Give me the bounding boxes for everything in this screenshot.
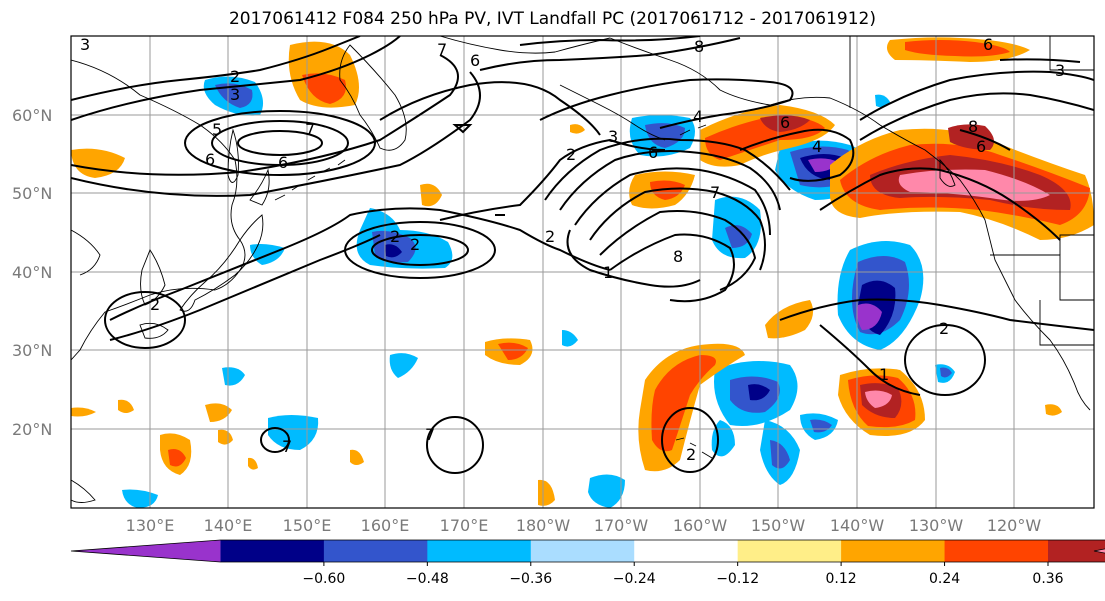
colorbar-segment [944, 540, 1049, 562]
contour-label: 2 [686, 445, 696, 464]
lon-label: 120°W [987, 516, 1042, 535]
contour-label: 5 [212, 120, 222, 139]
contour-label: 2 [566, 145, 576, 164]
colorbar-segment [841, 540, 946, 562]
contour-label: 3 [1055, 61, 1065, 80]
contour-label: 7 [282, 437, 292, 456]
lon-label: 170°E [440, 516, 489, 535]
map-title: 2017061412 F084 250 hPa PV, IVT Landfall… [228, 9, 876, 29]
contour-label: 8 [968, 117, 978, 136]
colorbar-segment [737, 540, 842, 562]
colorbar-tick-label: −0.48 [406, 571, 449, 587]
map-border [70, 35, 1095, 509]
colorbar-tick-label: −0.36 [509, 571, 552, 587]
lon-label: 160°W [673, 516, 728, 535]
contour-label: 6 [976, 137, 986, 156]
colorbar-segment [1094, 548, 1105, 554]
lon-label: 140°E [204, 516, 253, 535]
contour-label: 3 [230, 85, 240, 104]
contour-label: 4 [693, 107, 703, 126]
contour-label: 6 [648, 143, 658, 162]
colorbar-tick-label: −0.60 [302, 571, 345, 587]
contour-label: 6 [470, 51, 480, 70]
longitude-labels: 130°E 140°E 150°E 160°E 170°E 180°W 170°… [126, 516, 1042, 535]
contour-label: 2 [410, 235, 420, 254]
colorbar-segment [220, 540, 325, 562]
colorbar-segment [530, 540, 635, 562]
lon-label: 150°W [751, 516, 806, 535]
contour-label: 8 [694, 37, 704, 56]
colorbar-tick-label: 0.36 [1032, 571, 1063, 587]
coastlines [71, 36, 1094, 503]
contour-labels: 3 2 3 5 7 6 6 7 2 2 2 3 4 6 6 4 7 8 2 8 … [80, 35, 1065, 464]
contour-label: 6 [205, 150, 215, 169]
colorbar-tick-label: −0.24 [613, 571, 656, 587]
colorbar-segment [634, 540, 739, 562]
latitude-labels: 60°N 50°N 40°N 30°N 20°N [12, 106, 52, 439]
colorbar: −0.60−0.48−0.36−0.24−0.120.120.240.360.4… [70, 539, 1105, 587]
colorbar-tick-label: −0.12 [716, 571, 759, 587]
colorbar-tick-label: 0.24 [929, 571, 960, 587]
contour-label: 4 [812, 137, 822, 156]
contour-label: 1 [603, 263, 613, 282]
contour-label: 1 [879, 365, 889, 384]
lon-label: 170°W [594, 516, 649, 535]
lat-label: 30°N [12, 341, 52, 360]
contour-label: 2 [390, 227, 400, 246]
lon-label: 130°E [126, 516, 175, 535]
contour-label: 2 [939, 319, 949, 338]
contour-label: 8 [673, 247, 683, 266]
contour-label: 3 [80, 35, 90, 54]
pv-contours [71, 36, 1094, 474]
lon-label: 150°E [283, 516, 332, 535]
colorbar-segment [71, 540, 221, 562]
colorbar-segment [427, 540, 532, 562]
lat-label: 50°N [12, 184, 52, 203]
contour-label: 7 [305, 120, 315, 139]
contour-label: 6 [780, 113, 790, 132]
contour-label: 7 [710, 183, 720, 202]
contour-label: 2 [150, 295, 160, 314]
lon-label: 140°W [830, 516, 885, 535]
contour-label: 7 [425, 425, 435, 444]
contour-label: 2 [545, 227, 555, 246]
gridlines [71, 36, 1094, 508]
lon-label: 160°E [361, 516, 410, 535]
contour-label: 7 [437, 40, 447, 59]
lon-label: 180°W [516, 516, 571, 535]
contour-label: 3 [608, 127, 618, 146]
contour-label: 2 [230, 67, 240, 86]
contour-label: 6 [278, 153, 288, 172]
lat-label: 20°N [12, 420, 52, 439]
colorbar-segment [323, 540, 428, 562]
contour-label: 6 [983, 35, 993, 54]
colorbar-outline [70, 539, 1105, 563]
colorbar-tick-label: 0.12 [826, 571, 857, 587]
colorbar-segment [1048, 540, 1105, 562]
lat-label: 60°N [12, 106, 52, 125]
lat-label: 40°N [12, 263, 52, 282]
lon-label: 130°W [909, 516, 964, 535]
